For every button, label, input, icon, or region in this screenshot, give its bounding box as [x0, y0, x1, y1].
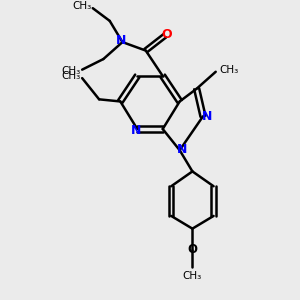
Text: O: O	[188, 243, 197, 256]
Text: O: O	[162, 28, 172, 40]
Text: CH₃: CH₃	[183, 271, 202, 281]
Text: N: N	[177, 143, 187, 156]
Text: CH₃: CH₃	[62, 71, 81, 81]
Text: CH₃: CH₃	[219, 65, 238, 75]
Text: N: N	[131, 124, 141, 136]
Text: N: N	[202, 110, 212, 123]
Text: N: N	[116, 34, 127, 47]
Text: CH₃: CH₃	[62, 66, 81, 76]
Text: CH₃: CH₃	[73, 2, 92, 11]
